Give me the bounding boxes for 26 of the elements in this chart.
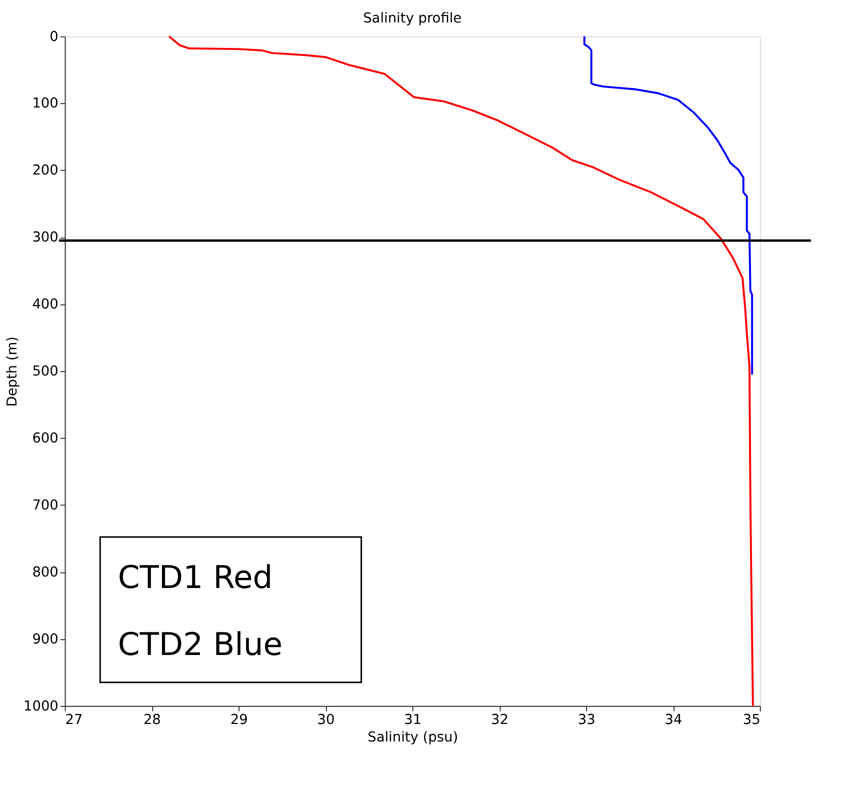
y-tick-label: 300 xyxy=(32,230,58,246)
chart-title: Salinity profile xyxy=(363,10,462,27)
y-tick-label: 100 xyxy=(32,96,58,112)
y-tick-label: 700 xyxy=(32,497,58,514)
y-tick-label: 200 xyxy=(32,162,58,179)
y-tick-label: 0 xyxy=(50,28,58,45)
y-axis-title: Depth (m) xyxy=(4,336,21,407)
y-tick-label: 800 xyxy=(32,564,58,580)
line-series xyxy=(583,35,754,376)
x-tick-label: 30 xyxy=(317,712,335,728)
y-tick-label: 400 xyxy=(32,296,58,313)
x-tick-label: 31 xyxy=(404,712,422,728)
y-tick-label: 900 xyxy=(32,631,58,648)
x-tick-label: 34 xyxy=(664,712,682,728)
y-tick-label: 1000 xyxy=(23,698,58,714)
y-tick-label: 600 xyxy=(32,430,58,447)
x-tick-label: 29 xyxy=(230,712,248,728)
x-tick-label: 27 xyxy=(65,712,83,728)
x-tick-label: 28 xyxy=(143,712,161,728)
y-tick-label: 500 xyxy=(32,364,58,380)
annotation: CTD2 Blue xyxy=(118,626,283,663)
x-tick-label: 32 xyxy=(490,712,508,728)
x-axis-title: Salinity (psu) xyxy=(368,730,458,746)
x-tick-label: 35 xyxy=(742,712,760,728)
annotation: CTD1 Red xyxy=(118,560,273,596)
x-tick-label: 33 xyxy=(578,712,596,728)
